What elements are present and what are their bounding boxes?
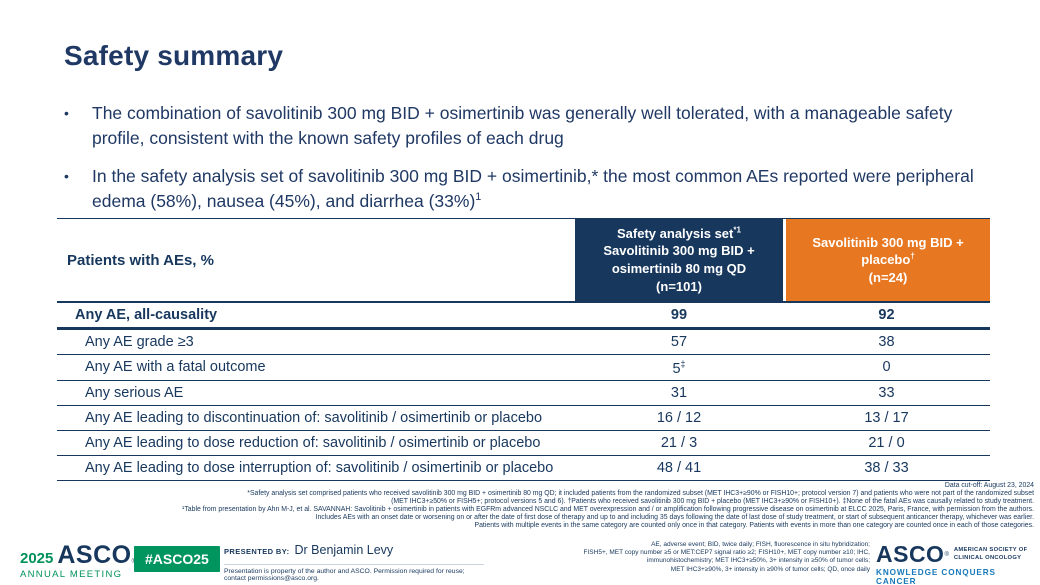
bullet-item: • In the safety analysis set of savoliti…: [64, 164, 994, 214]
row-value-combo: 5‡: [672, 358, 686, 377]
asco-tagline: KNOWLEDGE CONQUERS CANCER: [876, 568, 996, 585]
table-row: Any AE, all-causality 99 92: [57, 301, 990, 330]
bullet-text-main: In the safety analysis set of savolitini…: [92, 165, 974, 211]
ae-table: Patients with AEs, % Safety analysis set…: [57, 218, 990, 482]
row-value-placebo: 38: [878, 334, 895, 351]
bullet-item: • The combination of savolitinib 300 mg …: [64, 101, 994, 151]
row-value-placebo: 38 / 33: [864, 460, 909, 477]
abbreviation-line: MET IHC3+≥90%, 3+ intensity in ≥90% of t…: [670, 565, 870, 573]
table-row: Any AE leading to dose interruption of: …: [57, 455, 990, 482]
abbreviation-line: FISH5+, MET copy number ≥5 or MET:CEP7 s…: [583, 549, 870, 557]
footnotes: Data cut-off: August 23, 2024 *Safety an…: [44, 482, 1034, 529]
row-label: Any AE leading to dose reduction of: sav…: [85, 435, 541, 452]
footnote-ref: †: [910, 251, 915, 261]
page-title: Safety summary: [64, 40, 284, 71]
society-name-line: AMERICAN SOCIETY OF: [953, 546, 1028, 553]
row-value-combo: 48 / 41: [656, 460, 702, 477]
annual-meeting-label: ANNUAL MEETING: [20, 569, 123, 580]
bullet-icon: •: [64, 167, 69, 184]
presented-by-label: PRESENTED BY:: [224, 547, 290, 556]
presenter-block: PRESENTED BY: Dr Benjamin Levy Presentat…: [224, 543, 484, 582]
registered-mark: ®: [132, 559, 136, 565]
row-value-combo: 57: [670, 334, 688, 351]
footnote-line: *Safety analysis set comprised patients …: [247, 489, 1034, 497]
row-value-combo: 16 / 12: [656, 409, 702, 426]
society-name-line: CLINICAL ONCOLOGY: [953, 554, 1022, 561]
hashtag-badge: #ASCO25: [134, 546, 220, 572]
footnote-line: (MET IHC3+≥50% or FISH5+; protocol versi…: [391, 497, 1034, 505]
footnote-ref: 1: [475, 190, 482, 203]
row-label: Any serious AE: [85, 384, 184, 401]
permission-notice: Presentation is property of the author a…: [224, 564, 484, 582]
bullet-text: The combination of savolitinib 300 mg BI…: [92, 103, 953, 148]
header-patients-with-aes: Patients with AEs, %: [57, 219, 575, 301]
footnote-line: ¹Table from presentation by Ahn M-J, et …: [182, 505, 1034, 513]
table-row: Any serious AE 31 33: [57, 379, 990, 405]
asco-society-logo: ASCO ® AMERICAN SOCIETY OF CLINICAL ONCO…: [876, 543, 1034, 585]
header-savolitinib-placebo: Savolitinib 300 mg BID + placebo† (n=24): [786, 219, 990, 301]
row-label: Any AE leading to dose interruption of: …: [85, 460, 554, 477]
row-value-combo: 31: [670, 384, 688, 401]
abbreviations: AE, adverse event; BID, twice daily; FIS…: [430, 541, 870, 574]
footnote-ref: *1: [733, 225, 741, 235]
row-value-placebo: 21 / 0: [868, 435, 905, 452]
row-value-combo: 21 / 3: [660, 435, 698, 452]
row-value-placebo: 33: [878, 384, 895, 401]
row-label: Any AE with a fatal outcome: [85, 359, 266, 376]
row-value-placebo: 0: [882, 359, 891, 376]
row-label: Any AE leading to discontinuation of: sa…: [85, 409, 543, 426]
asco-2025-annual-meeting-logo: 2025 ASCO ® ANNUAL MEETING: [20, 541, 136, 581]
row-value-placebo: 13 / 17: [864, 409, 909, 426]
footnote-line: Patients with multiple events in the sam…: [474, 521, 1035, 529]
bullet-icon: •: [64, 105, 69, 121]
asco-wordmark: ASCO: [876, 541, 945, 567]
registered-mark: ®: [944, 551, 949, 558]
data-cutoff: Data cut-off: August 23, 2024: [944, 482, 1034, 489]
row-value-combo: 99: [670, 307, 688, 324]
header-column-gap: [783, 219, 786, 301]
bullet-list: • The combination of savolitinib 300 mg …: [64, 101, 994, 226]
header-savolitinib-osimertinib: Safety analysis set*1 Savolitinib 300 mg…: [575, 219, 783, 301]
table-row: Any AE leading to discontinuation of: sa…: [57, 404, 990, 430]
row-label: Any AE grade ≥3: [85, 334, 194, 351]
footnote-ref: ‡: [680, 358, 686, 369]
bullet-text: In the safety analysis set of savolitini…: [92, 164, 994, 214]
table-header-row: Patients with AEs, % Safety analysis set…: [57, 218, 990, 301]
asco-wordmark: ASCO: [57, 541, 132, 569]
footnote-line: Includes AEs with an onset date or worse…: [315, 513, 1034, 521]
presenter-name: Dr Benjamin Levy: [294, 543, 394, 557]
table-row: Any AE grade ≥3 57 38: [57, 329, 990, 354]
abbreviation-line: AE, adverse event; BID, twice daily; FIS…: [651, 541, 870, 548]
row-value-placebo: 92: [878, 307, 895, 324]
logo-year: 2025: [20, 550, 54, 567]
abbreviation-line: immunohistochemistry; MET IHC3+≥50%, 3+ …: [646, 557, 870, 565]
footer: 2025 ASCO ® ANNUAL MEETING #ASCO25 PRESE…: [0, 539, 1040, 585]
table-row: Any AE leading to dose reduction of: sav…: [57, 429, 990, 455]
row-label: Any AE, all-causality: [75, 307, 218, 324]
table-row: Any AE with a fatal outcome 5‡ 0: [57, 354, 990, 379]
